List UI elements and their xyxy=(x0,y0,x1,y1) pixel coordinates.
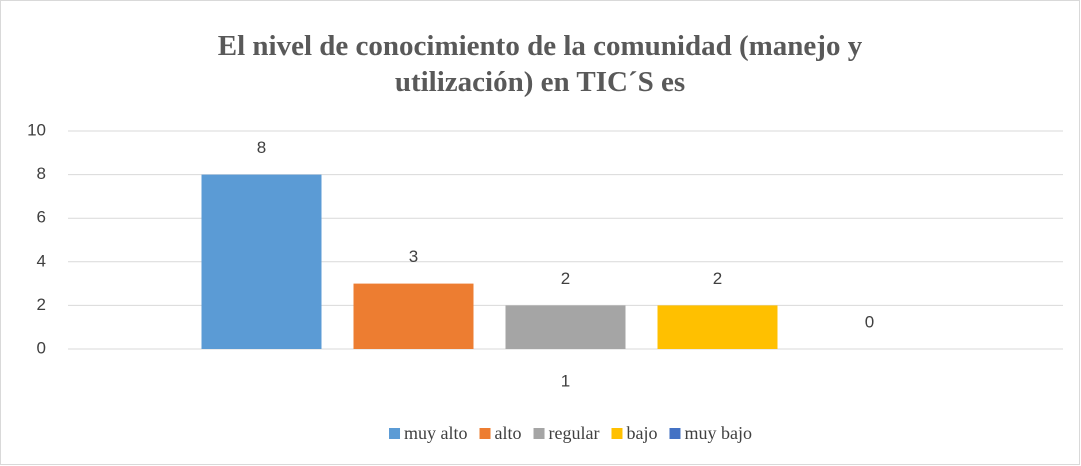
bar xyxy=(201,174,322,349)
y-tick-label: 2 xyxy=(37,295,46,314)
y-tick-label: 4 xyxy=(37,251,46,270)
bar xyxy=(657,305,778,349)
legend-swatch xyxy=(669,428,681,439)
x-tick-label: 1 xyxy=(561,371,570,390)
y-tick-label: 6 xyxy=(37,208,46,227)
data-label: 3 xyxy=(409,247,418,266)
data-label: 0 xyxy=(865,312,874,331)
legend-swatch xyxy=(611,428,623,439)
bar xyxy=(353,283,474,349)
legend-swatch xyxy=(479,428,491,439)
data-label: 2 xyxy=(713,269,722,288)
legend-label: bajo xyxy=(626,423,657,443)
y-tick-label: 8 xyxy=(37,164,46,183)
bar xyxy=(505,305,626,349)
legend-swatch xyxy=(533,428,545,439)
legend-label: regular xyxy=(549,423,600,443)
legend-label: alto xyxy=(495,423,522,443)
data-label: 8 xyxy=(257,138,266,157)
legend-swatch xyxy=(389,428,401,439)
y-tick-label: 0 xyxy=(37,338,46,357)
y-tick-label: 10 xyxy=(27,120,46,139)
data-label: 2 xyxy=(561,269,570,288)
legend-label: muy bajo xyxy=(684,423,752,443)
legend-label: muy alto xyxy=(404,423,468,443)
chart-title: El nivel de conocimiento de la comunidad… xyxy=(217,30,863,98)
